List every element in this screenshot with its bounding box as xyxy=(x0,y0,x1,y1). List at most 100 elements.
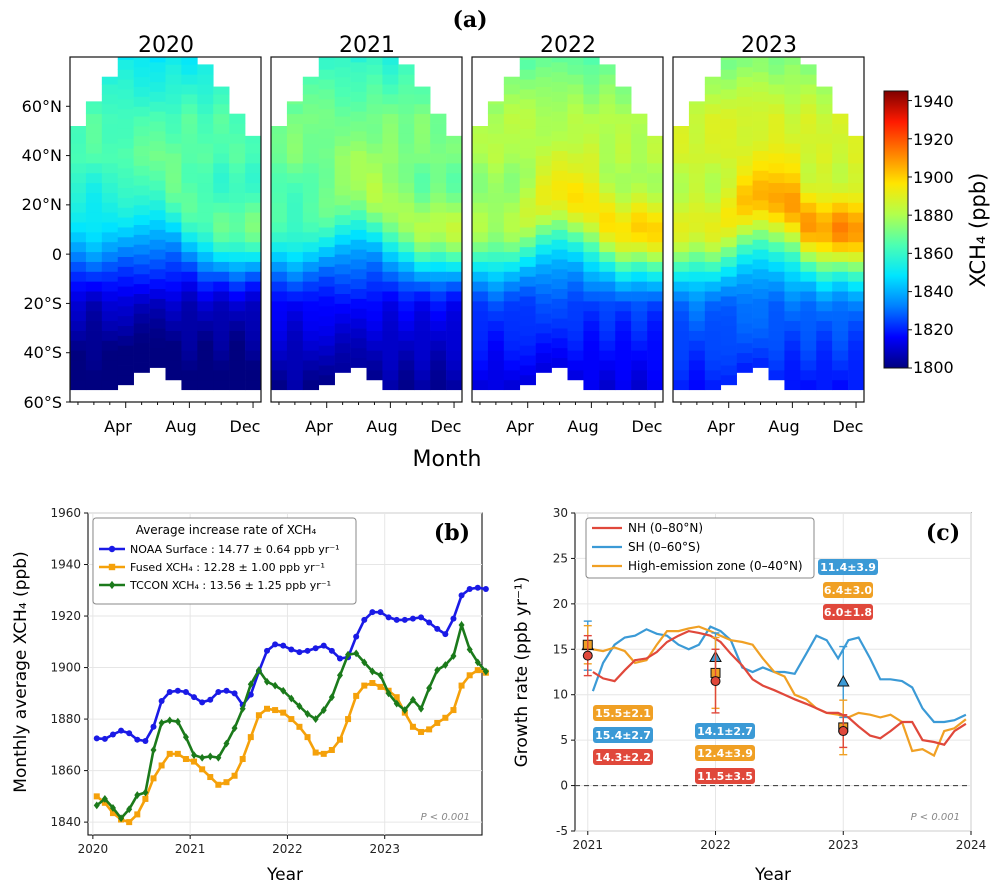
heatmap-cell xyxy=(334,57,351,68)
heatmap-cell xyxy=(816,281,833,292)
heatmap-cell xyxy=(197,123,214,134)
heatmap-cell xyxy=(567,84,584,95)
data-point xyxy=(109,810,116,817)
heatmap-cell xyxy=(784,261,801,272)
heatmap-cell xyxy=(832,261,849,272)
heatmap-cell xyxy=(85,192,103,203)
data-point xyxy=(434,719,441,726)
heatmap-cell xyxy=(197,291,214,302)
heatmap-cell xyxy=(768,113,785,124)
heatmap-cell xyxy=(318,187,335,198)
heatmap-cell xyxy=(551,91,568,102)
heatmap-cell xyxy=(503,76,521,85)
heatmap-cell xyxy=(70,162,87,174)
heatmap-cell xyxy=(503,310,521,322)
heatmap-cell xyxy=(382,93,399,105)
heatmap-cell xyxy=(752,239,769,250)
heatmap-cell xyxy=(647,330,664,341)
heatmap-cell xyxy=(599,93,616,105)
data-point xyxy=(199,699,206,706)
heatmap-cell xyxy=(647,135,664,144)
colorbar-tick-1800: 1800 xyxy=(913,358,954,377)
heatmap-frame-2021 xyxy=(270,56,463,403)
heatmap-cell xyxy=(503,291,521,302)
heatmap-cell xyxy=(245,182,262,193)
heatmap-cell xyxy=(503,172,521,184)
heatmap-cell xyxy=(213,251,230,262)
heatmap-cell xyxy=(472,153,489,164)
heatmap-cell xyxy=(446,340,463,351)
heatmap-cell xyxy=(688,113,706,124)
heatmap-cell xyxy=(414,300,431,312)
data-point xyxy=(474,584,481,591)
heatmap-cell xyxy=(615,251,632,262)
heatmap-cell xyxy=(398,202,415,213)
heatmap-cell xyxy=(318,286,335,297)
heatmap-cell xyxy=(229,162,246,174)
heatmap-cell xyxy=(382,133,399,144)
heatmap-cell xyxy=(101,153,119,164)
heatmap-cell xyxy=(631,143,648,154)
heatmap-cell xyxy=(720,69,737,80)
heatmap-cell xyxy=(181,261,198,272)
heatmap-cell xyxy=(85,143,103,154)
data-point xyxy=(142,737,149,744)
data-point xyxy=(191,694,198,701)
heatmap-cell xyxy=(736,135,753,147)
data-point xyxy=(207,752,214,761)
heatmap-cell xyxy=(583,281,600,292)
heatmap-cell xyxy=(472,291,489,302)
heatmap-cell xyxy=(720,148,737,159)
heatmap-cell xyxy=(503,192,521,203)
heatmap-cell xyxy=(181,172,198,184)
heatmap-cell xyxy=(133,234,150,245)
heatmap-cell xyxy=(704,369,722,381)
heatmap-cell xyxy=(768,310,785,322)
heatmap-cell xyxy=(673,182,690,193)
heatmap-cell xyxy=(286,231,304,243)
heatmap-cell xyxy=(70,231,87,243)
data-point xyxy=(247,734,254,741)
heatmap-cell xyxy=(768,153,785,164)
heatmap-cell xyxy=(149,259,166,270)
heatmap-cell xyxy=(816,310,833,322)
heatmap-cell xyxy=(704,261,722,272)
heatmap-cell xyxy=(519,236,536,248)
heatmap-cell xyxy=(446,310,463,322)
panel-c-legend: NH (0–80°N) SH (0–60°S) High-emission zo… xyxy=(585,517,815,579)
heatmap-cell xyxy=(101,241,119,253)
heatmap-cell xyxy=(535,362,552,373)
heatmap-cell xyxy=(519,374,536,386)
heatmap-cell xyxy=(85,241,103,253)
heatmap-cell xyxy=(430,251,447,262)
heatmap-cell xyxy=(631,330,648,341)
heatmap-cell xyxy=(85,222,103,233)
heatmap-cell xyxy=(414,202,431,213)
x-tick-label: 2021 xyxy=(573,838,604,852)
panel-c-legend-keys xyxy=(592,526,622,568)
heatmap-cell xyxy=(816,222,833,233)
heatmap-cell xyxy=(334,234,351,245)
heatmap-cell xyxy=(673,153,690,164)
heatmap-cell xyxy=(503,143,521,154)
heatmap-cell xyxy=(535,333,552,344)
heatmap-cell xyxy=(302,300,320,312)
heatmap-cell xyxy=(101,143,119,154)
heatmap-cell xyxy=(446,192,463,203)
data-point xyxy=(118,727,125,734)
heatmap-cell xyxy=(245,360,262,371)
heatmap-cell xyxy=(414,291,431,302)
heatmap-cell xyxy=(133,293,150,304)
heatmap-cell xyxy=(334,333,351,344)
heatmap-cell xyxy=(302,310,320,322)
heatmap-cell xyxy=(271,320,288,331)
heatmap-cell xyxy=(382,103,399,115)
panel-c-points xyxy=(581,620,850,756)
heatmap-cell xyxy=(286,291,304,302)
heatmap-cell xyxy=(615,320,632,331)
colorbar-ticks: 1800 1820 1840 1860 1880 1900 1920 1940 xyxy=(908,92,954,377)
data-point xyxy=(126,805,133,814)
month-tick-aug-2020: Aug xyxy=(165,417,196,436)
heatmap-cell xyxy=(133,273,150,285)
